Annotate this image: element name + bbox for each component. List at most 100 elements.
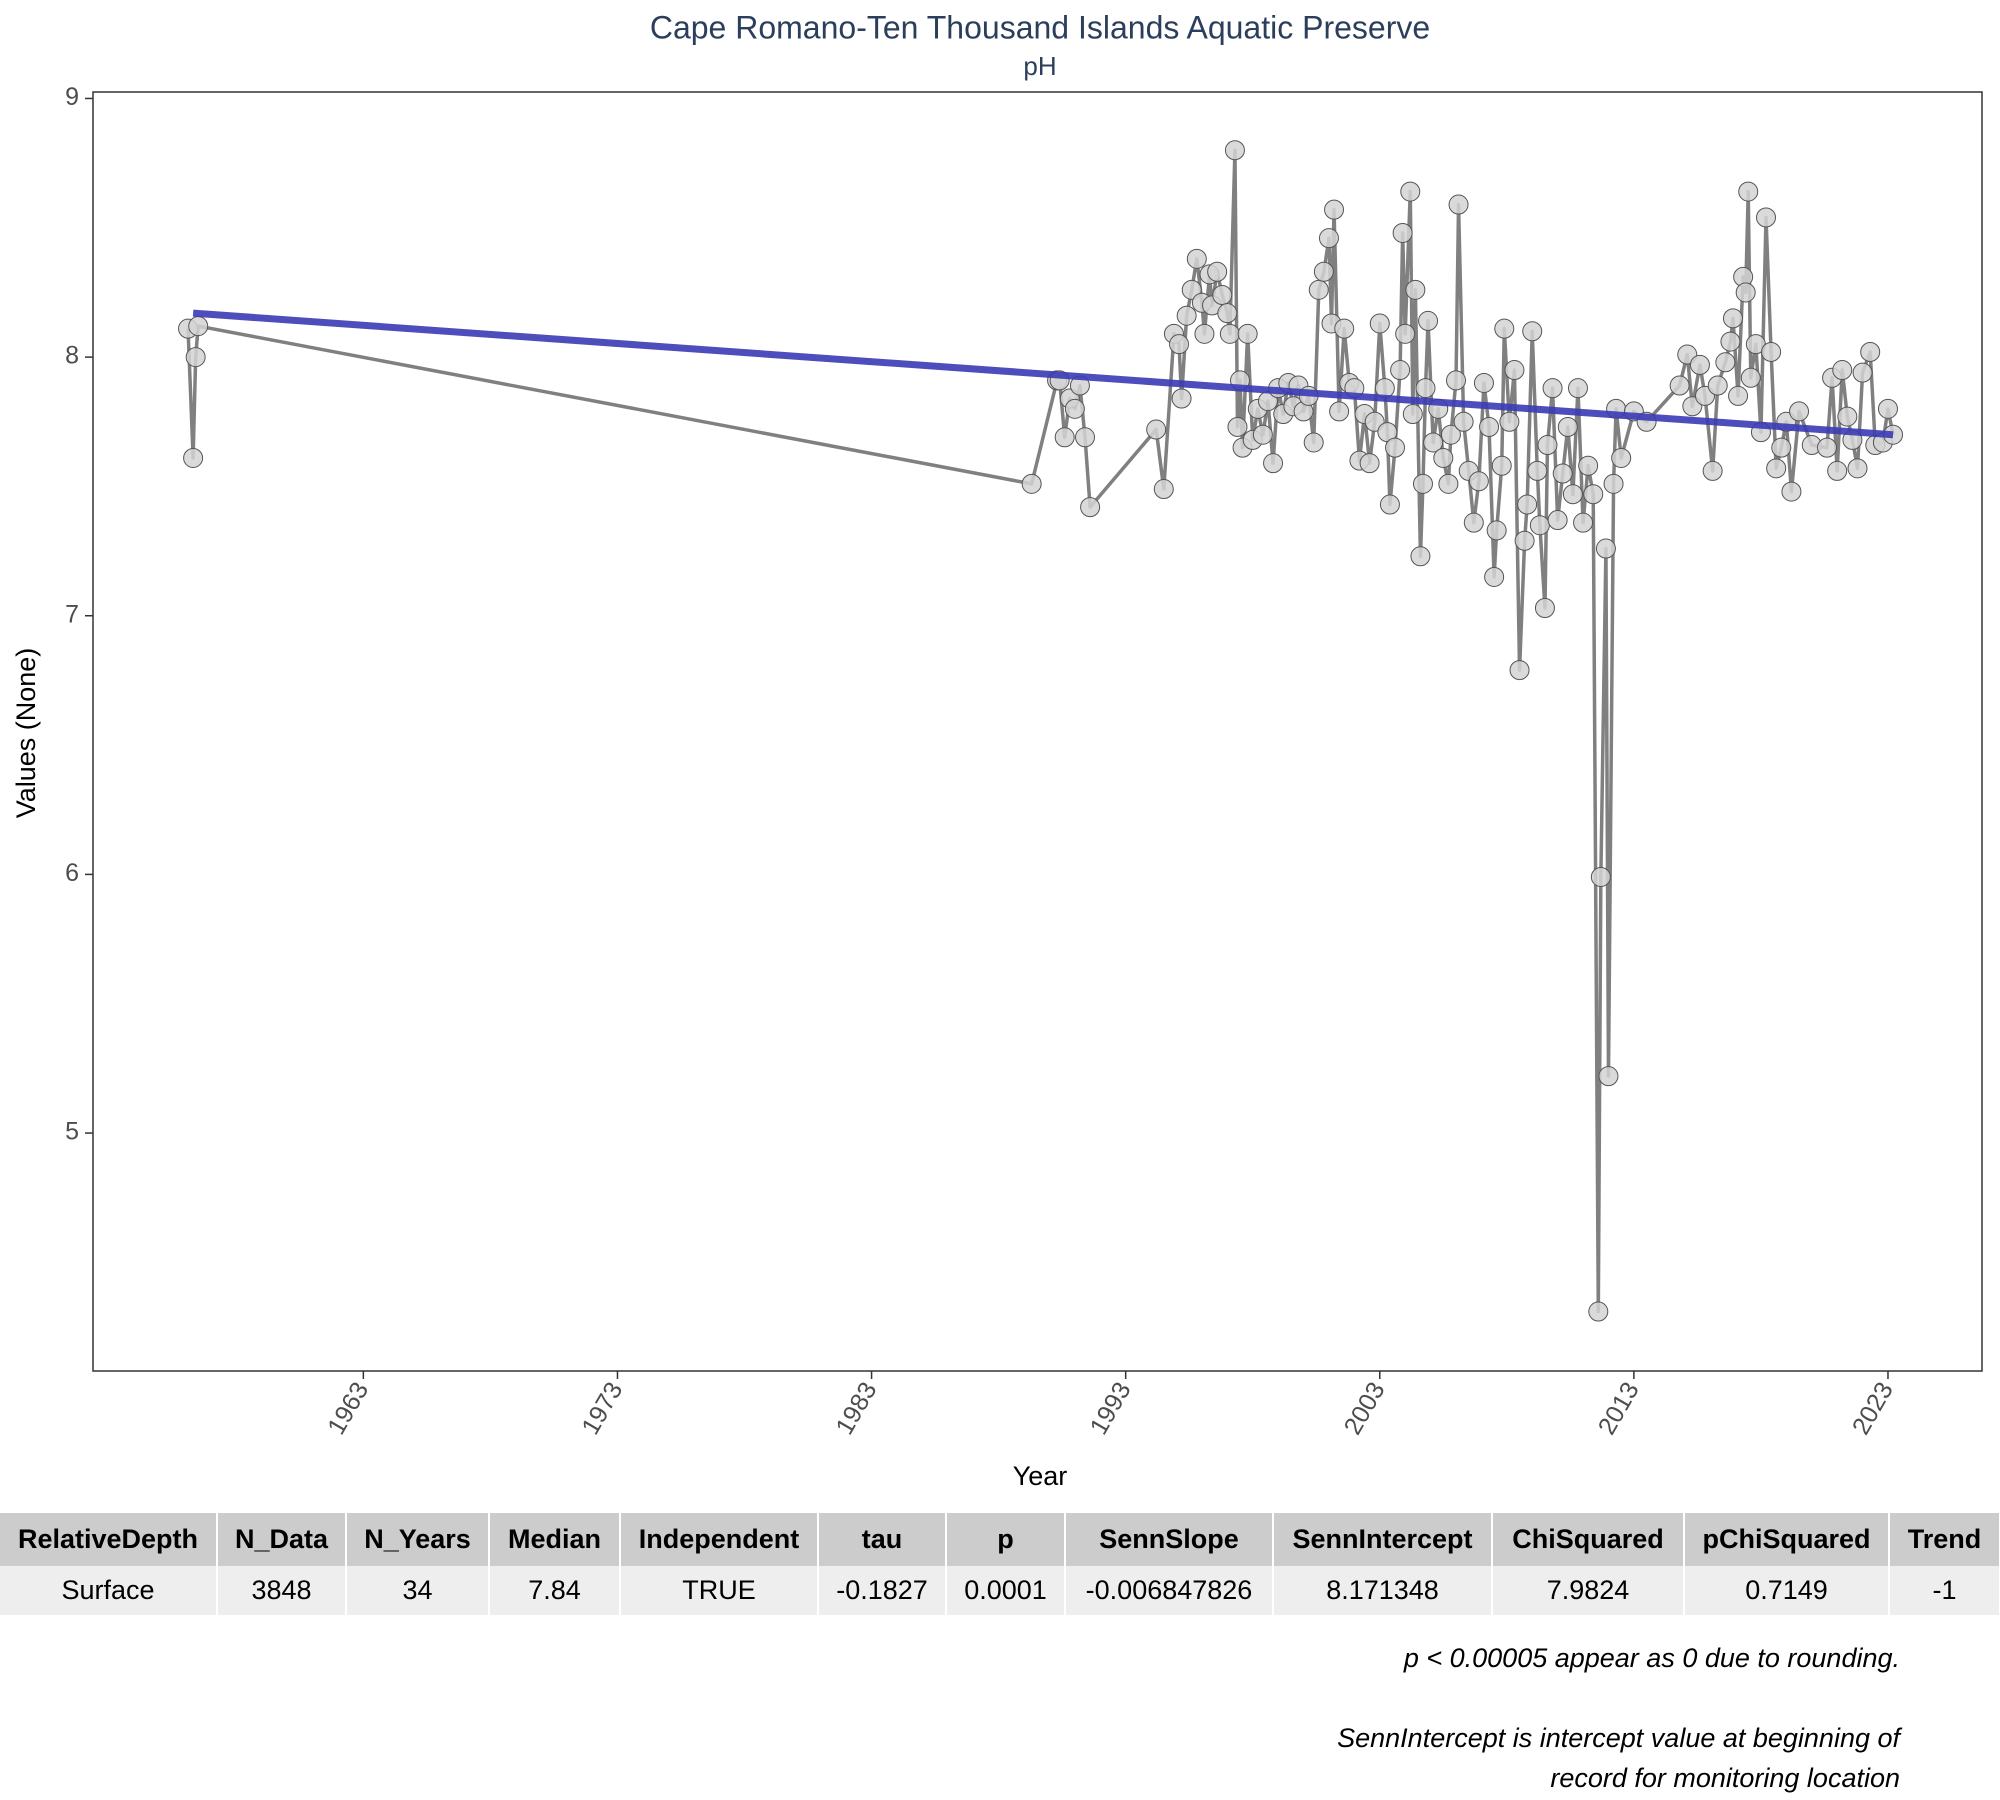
data-point — [1522, 321, 1543, 342]
data-point — [1263, 453, 1284, 474]
data-point — [1573, 512, 1594, 533]
data-point — [1385, 437, 1406, 458]
data-point — [1423, 432, 1444, 453]
table-body: Surface 3848 34 7.84 TRUE -0.1827 0.0001 -0.006… — [0, 1566, 2000, 1615]
data-point — [1217, 303, 1238, 324]
data-point — [1567, 378, 1588, 399]
data-point — [1324, 199, 1345, 220]
data-point — [1517, 494, 1538, 515]
data-point — [1219, 323, 1240, 344]
y-tick-label: 7 — [65, 600, 79, 628]
column-header: ChiSquared — [1492, 1513, 1685, 1566]
data-point — [1504, 360, 1525, 381]
data-point — [1440, 424, 1461, 445]
data-point — [1359, 453, 1380, 474]
data-point — [1590, 866, 1611, 887]
data-point — [1405, 279, 1426, 300]
data-point — [1738, 181, 1759, 202]
data-point — [1827, 460, 1848, 481]
data-point — [1547, 510, 1568, 531]
x-axis-label: Year — [1013, 1461, 1068, 1491]
data-point — [1169, 334, 1190, 355]
column-header: SennSlope — [1065, 1513, 1274, 1566]
data-point — [1075, 427, 1096, 448]
data-point — [188, 316, 209, 337]
data-point — [1852, 362, 1873, 383]
data-point — [1021, 473, 1042, 494]
x-tick-label: 2003 — [1339, 1377, 1391, 1439]
data-point — [1412, 473, 1433, 494]
data-point — [1146, 419, 1167, 440]
column-header: Median — [489, 1513, 621, 1566]
plot-frame — [92, 91, 1983, 1372]
data-point — [1837, 406, 1858, 427]
data-point — [1832, 360, 1853, 381]
data-point — [1595, 538, 1616, 559]
data-point — [1588, 1301, 1609, 1322]
table-cell: 0.7149 — [1684, 1566, 1890, 1615]
data-point — [1212, 285, 1233, 306]
data-point — [1410, 546, 1431, 567]
data-point — [1603, 473, 1624, 494]
data-point — [1669, 375, 1690, 396]
data-point — [1448, 194, 1469, 215]
column-header: N_Data — [217, 1513, 347, 1566]
data-point — [1766, 458, 1787, 479]
data-point — [1537, 435, 1558, 456]
data-point — [1740, 367, 1761, 388]
data-point — [1054, 427, 1075, 448]
data-point — [1816, 437, 1837, 458]
data-point — [1402, 404, 1423, 425]
x-tick-label: 2013 — [1593, 1377, 1645, 1439]
data-point — [1789, 401, 1810, 422]
data-point — [1761, 341, 1782, 362]
data-point — [1334, 318, 1355, 339]
data-point — [1542, 378, 1563, 399]
data-point — [1064, 398, 1085, 419]
header-row: RelativeDepth N_Data N_Years Median Independ… — [0, 1513, 2000, 1566]
data-point — [1689, 354, 1710, 375]
data-point — [1707, 375, 1728, 396]
chart-subtitle: pH — [1023, 51, 1056, 81]
x-tick-label: 2023 — [1847, 1377, 1899, 1439]
data-point — [1484, 566, 1505, 587]
data-point — [1486, 520, 1507, 541]
data-point — [1557, 416, 1578, 437]
data-point — [1329, 401, 1350, 422]
data-point — [1303, 432, 1324, 453]
data-point — [1473, 372, 1494, 393]
data-point — [1418, 310, 1439, 331]
data-point — [1186, 248, 1207, 269]
data-point — [183, 447, 204, 468]
x-tick-label: 1993 — [1085, 1377, 1137, 1439]
data-point — [1400, 181, 1421, 202]
data-point — [1527, 460, 1548, 481]
table-cell: 8.171348 — [1273, 1566, 1493, 1615]
table-row: Surface 3848 34 7.84 TRUE -0.1827 0.0001 -0.006… — [0, 1566, 2000, 1615]
data-point — [1552, 463, 1573, 484]
data-point — [1494, 318, 1515, 339]
data-point — [1534, 597, 1555, 618]
table-cell: -0.1827 — [818, 1566, 947, 1615]
column-header: Trend — [1889, 1513, 2000, 1566]
y-tick-label: 8 — [65, 342, 79, 370]
data-point — [185, 347, 206, 368]
data-point — [1153, 479, 1174, 500]
data-point — [1702, 460, 1723, 481]
column-header: pChiSquared — [1684, 1513, 1890, 1566]
data-point — [1529, 515, 1550, 536]
data-point — [1390, 360, 1411, 381]
table-cell: 34 — [346, 1566, 490, 1615]
data-point — [1252, 424, 1273, 445]
data-point — [1463, 512, 1484, 533]
data-point — [1395, 323, 1416, 344]
table-cell: -0.006847826 — [1065, 1566, 1274, 1615]
data-point — [1728, 385, 1749, 406]
data-point — [1598, 1066, 1619, 1087]
data-point — [1318, 228, 1339, 249]
data-point — [1514, 530, 1535, 551]
y-tick-label: 5 — [65, 1118, 79, 1146]
column-header: p — [946, 1513, 1066, 1566]
data-point — [1308, 279, 1329, 300]
